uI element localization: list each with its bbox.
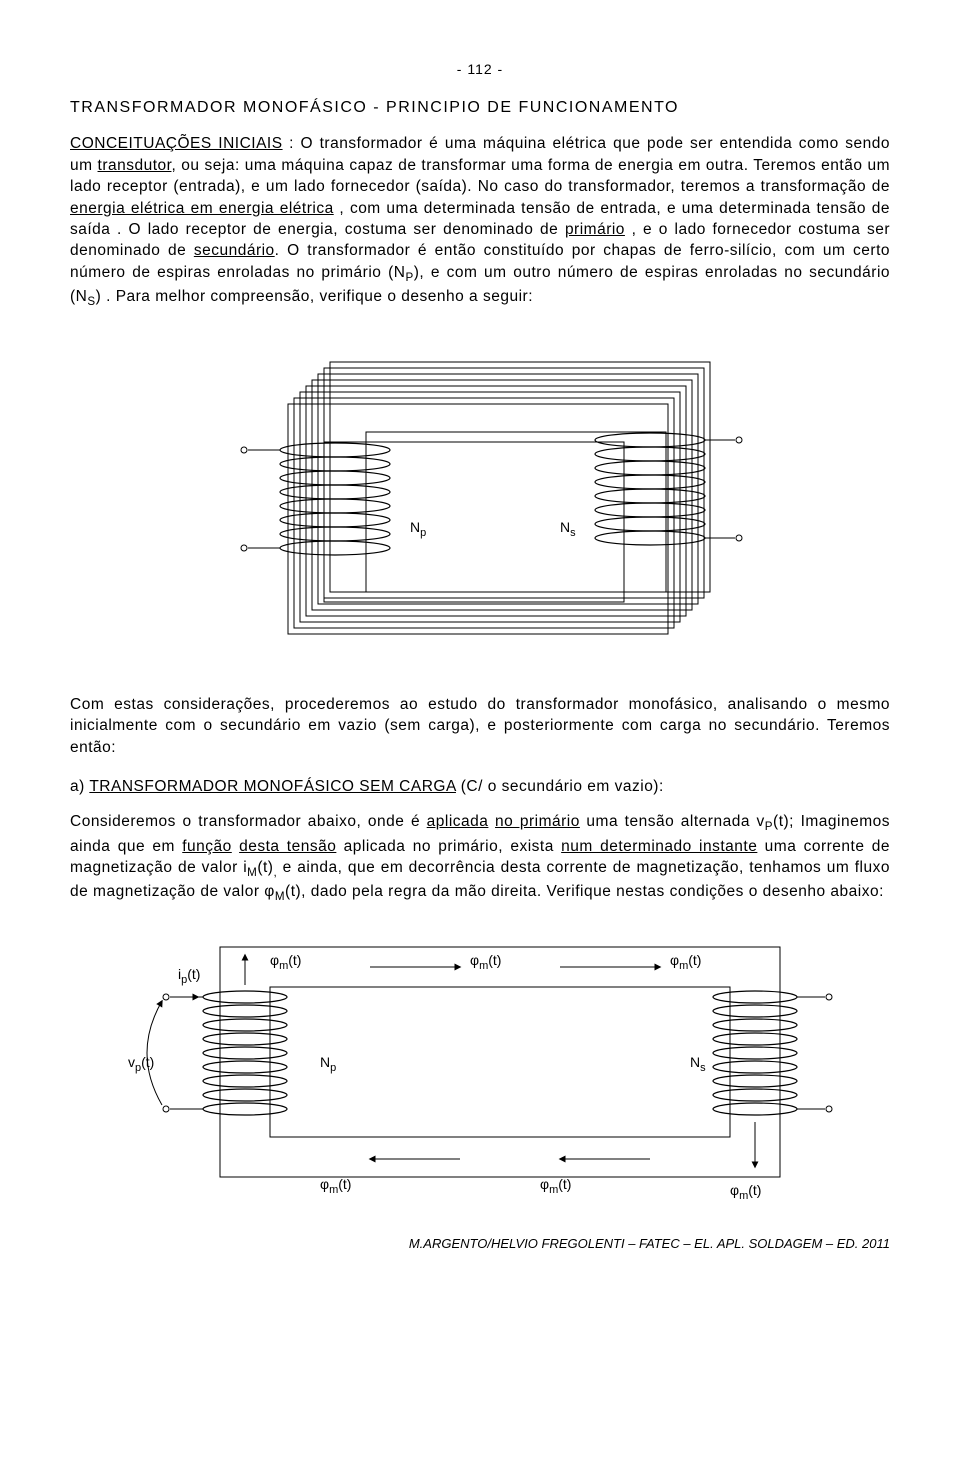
phi-bot1: φm(t) xyxy=(320,1176,351,1196)
phi-top3: φm(t) xyxy=(670,952,701,972)
sub-phim: M xyxy=(275,890,285,903)
funcao-underline: função xyxy=(182,838,232,855)
vp-label: vp(t) xyxy=(128,1054,154,1074)
secundario-underline: secundário xyxy=(194,242,275,259)
desta-tensao-underline: desta tensão xyxy=(239,838,336,855)
text: uma tensão alternada v xyxy=(580,813,765,830)
phi-top2: φm(t) xyxy=(470,952,501,972)
paragraph-2: Com estas considerações, procederemos ao… xyxy=(70,694,890,758)
np-label: Np xyxy=(410,519,426,539)
text: Consideremos o transformador abaixo, ond… xyxy=(70,813,427,830)
lead-underline: CONCEITUAÇÕES INICIAIS xyxy=(70,135,283,152)
no-primario-underline: no primário xyxy=(495,813,580,830)
transdutor-underline: transdutor xyxy=(98,157,172,174)
phi-bot2: φm(t) xyxy=(540,1176,571,1196)
transformer-3d-figure: Np Ns xyxy=(200,332,760,672)
ns-label: Ns xyxy=(560,519,576,539)
transformer-2d-figure: ip(t) vp(t) Np Ns φm(t) φm(t) φm(t) φm(t… xyxy=(120,927,840,1207)
energia-underline: energia elétrica em energia elétrica xyxy=(70,200,334,217)
ip-label: ip(t) xyxy=(178,966,200,986)
sub-s: S xyxy=(87,295,95,308)
page-number: - 112 - xyxy=(70,60,890,79)
aplicada-underline: aplicada xyxy=(427,813,489,830)
text: a) xyxy=(70,778,89,795)
instante-underline: num determinado instante xyxy=(561,838,757,855)
text: ) . Para melhor compreensão, verifique o… xyxy=(96,288,533,305)
section-a-heading: a) TRANSFORMADOR MONOFÁSICO SEM CARGA (C… xyxy=(70,776,890,797)
np2-label: Np xyxy=(320,1054,336,1074)
sub-vp: P xyxy=(765,820,773,833)
sub-p: P xyxy=(405,271,413,284)
page-title: TRANSFORMADOR MONOFÁSICO - PRINCIPIO DE … xyxy=(70,97,890,119)
paragraph-1: CONCEITUAÇÕES INICIAIS : O transformador… xyxy=(70,133,890,310)
text: aplicada no primário, exista xyxy=(336,838,561,855)
text xyxy=(232,838,239,855)
text: (t) xyxy=(257,859,273,876)
text: , ou seja: uma máquina capaz de transfor… xyxy=(70,157,890,195)
phi-top1: φm(t) xyxy=(270,952,301,972)
page-footer: M.ARGENTO/HELVIO FREGOLENTI – FATEC – EL… xyxy=(70,1235,890,1253)
primario-underline: primário xyxy=(565,221,625,238)
phi-bot3: φm(t) xyxy=(730,1182,761,1202)
section-a-underline: TRANSFORMADOR MONOFÁSICO SEM CARGA xyxy=(89,778,456,795)
text: (t), dado pela regra da mão direita. Ver… xyxy=(285,883,884,900)
sub-im: M xyxy=(247,866,257,879)
ns2-label: Ns xyxy=(690,1054,706,1074)
paragraph-3: Consideremos o transformador abaixo, ond… xyxy=(70,811,890,905)
text: (C/ o secundário em vazio): xyxy=(456,778,664,795)
